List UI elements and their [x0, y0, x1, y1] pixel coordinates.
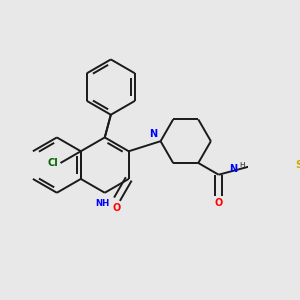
Text: S: S — [295, 160, 300, 170]
Text: H: H — [240, 162, 245, 168]
Text: O: O — [113, 202, 121, 213]
Text: N: N — [229, 164, 237, 174]
Text: O: O — [214, 198, 223, 208]
Text: NH: NH — [95, 199, 109, 208]
Text: N: N — [149, 129, 157, 139]
Text: Cl: Cl — [47, 158, 58, 168]
